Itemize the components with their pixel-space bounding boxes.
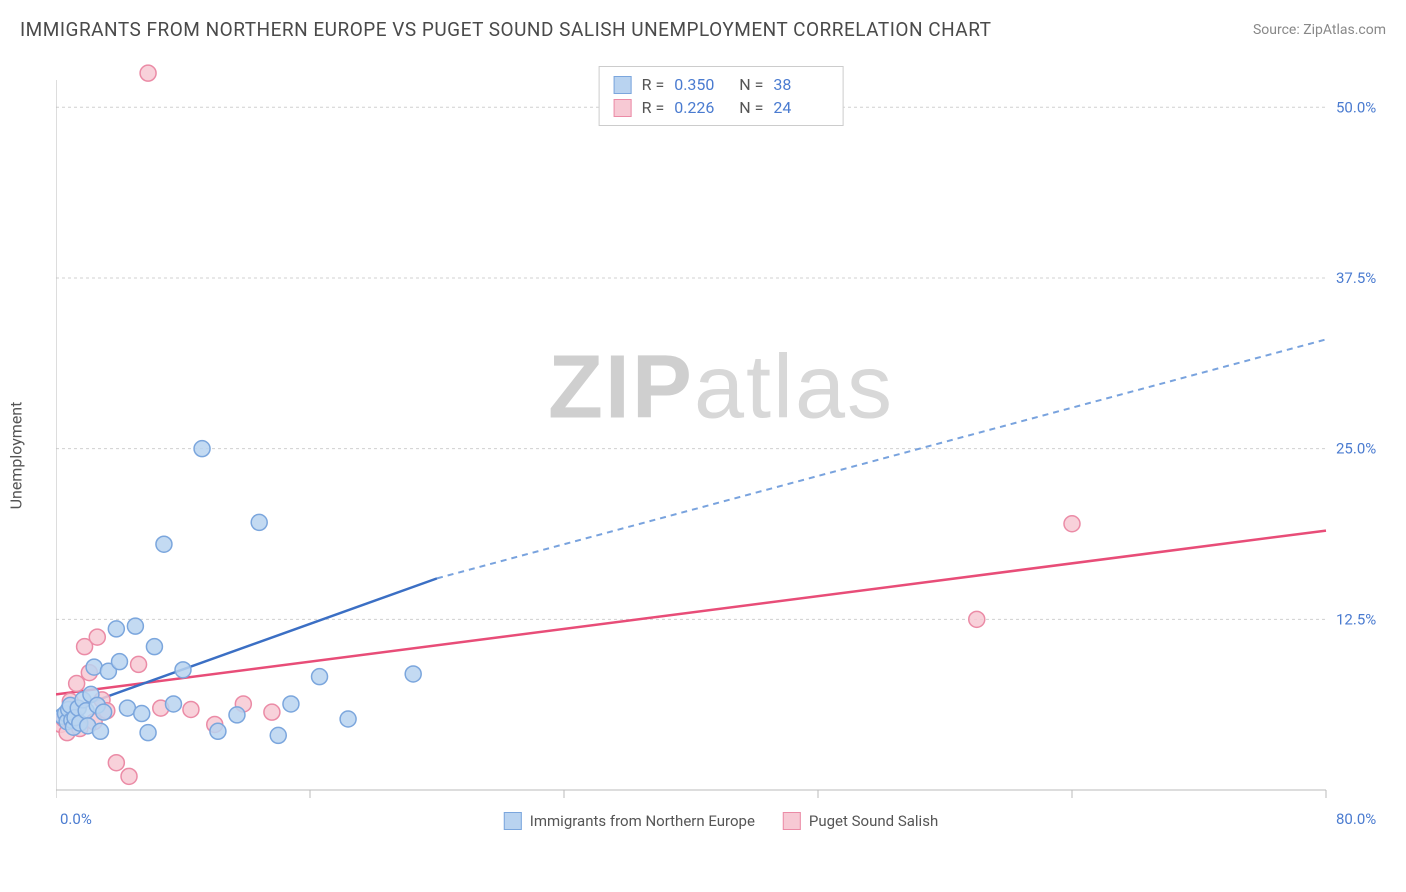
legend-label: Immigrants from Northern Europe: [530, 812, 755, 830]
stat-legend: R = 0.350 N = 38 R = 0.226 N = 24: [599, 66, 844, 126]
n-value: 38: [773, 75, 828, 94]
r-label: R =: [642, 75, 665, 94]
legend-item: Puget Sound Salish: [783, 812, 938, 830]
data-point: [1064, 516, 1080, 532]
n-label: N =: [739, 75, 763, 94]
bottom-legend: Immigrants from Northern Europe Puget Sou…: [504, 812, 938, 830]
data-point: [251, 514, 267, 530]
x-tick-max: 80.0%: [1336, 810, 1376, 828]
legend-swatch: [783, 812, 801, 830]
data-point: [270, 727, 286, 743]
data-point: [127, 618, 143, 634]
stat-legend-row: R = 0.350 N = 38: [614, 73, 829, 96]
header: IMMIGRANTS FROM NORTHERN EUROPE VS PUGET…: [20, 18, 1386, 41]
r-label: R =: [642, 98, 665, 117]
data-point: [283, 696, 299, 712]
data-point: [121, 768, 137, 784]
data-point: [340, 711, 356, 727]
legend-swatch: [614, 99, 632, 117]
data-point: [210, 723, 226, 739]
data-point: [131, 656, 147, 672]
data-point: [134, 706, 150, 722]
scatter-chart: 12.5% 25.0% 37.5% 50.0% 0.0% 80.0%: [56, 60, 1386, 840]
stat-legend-row: R = 0.226 N = 24: [614, 96, 829, 119]
data-point: [108, 621, 124, 637]
data-point: [112, 654, 128, 670]
data-point: [156, 536, 172, 552]
data-point: [89, 629, 105, 645]
data-point: [229, 707, 245, 723]
chart-title: IMMIGRANTS FROM NORTHERN EUROPE VS PUGET…: [20, 18, 992, 41]
legend-swatch: [614, 76, 632, 94]
y-tick-label: 50.0%: [1336, 98, 1376, 116]
r-value: 0.350: [674, 75, 729, 94]
data-point: [92, 723, 108, 739]
data-point: [175, 662, 191, 678]
r-value: 0.226: [674, 98, 729, 117]
data-point: [264, 704, 280, 720]
data-point: [140, 65, 156, 81]
legend-swatch: [504, 812, 522, 830]
chart-area: 12.5%25.0%37.5%50.0%0.0%80.0% ZIPatlas R…: [56, 60, 1386, 840]
data-point: [146, 639, 162, 655]
data-point: [140, 725, 156, 741]
data-point: [194, 441, 210, 457]
x-tick-min: 0.0%: [60, 810, 92, 828]
legend-label: Puget Sound Salish: [809, 812, 938, 830]
n-value: 24: [773, 98, 828, 117]
data-point: [165, 696, 181, 712]
data-point: [86, 659, 102, 675]
data-point: [312, 669, 328, 685]
data-point: [969, 611, 985, 627]
data-point: [405, 666, 421, 682]
data-point: [96, 704, 112, 720]
y-tick-label: 37.5%: [1336, 269, 1376, 287]
source-label: Source: ZipAtlas.com: [1253, 22, 1386, 38]
y-tick-label: 25.0%: [1336, 440, 1376, 458]
y-axis-label: Unemployment: [7, 402, 26, 510]
legend-item: Immigrants from Northern Europe: [504, 812, 755, 830]
data-point: [183, 701, 199, 717]
n-label: N =: [739, 98, 763, 117]
y-tick-label: 12.5%: [1336, 610, 1376, 628]
data-point: [69, 676, 85, 692]
data-point: [108, 755, 124, 771]
